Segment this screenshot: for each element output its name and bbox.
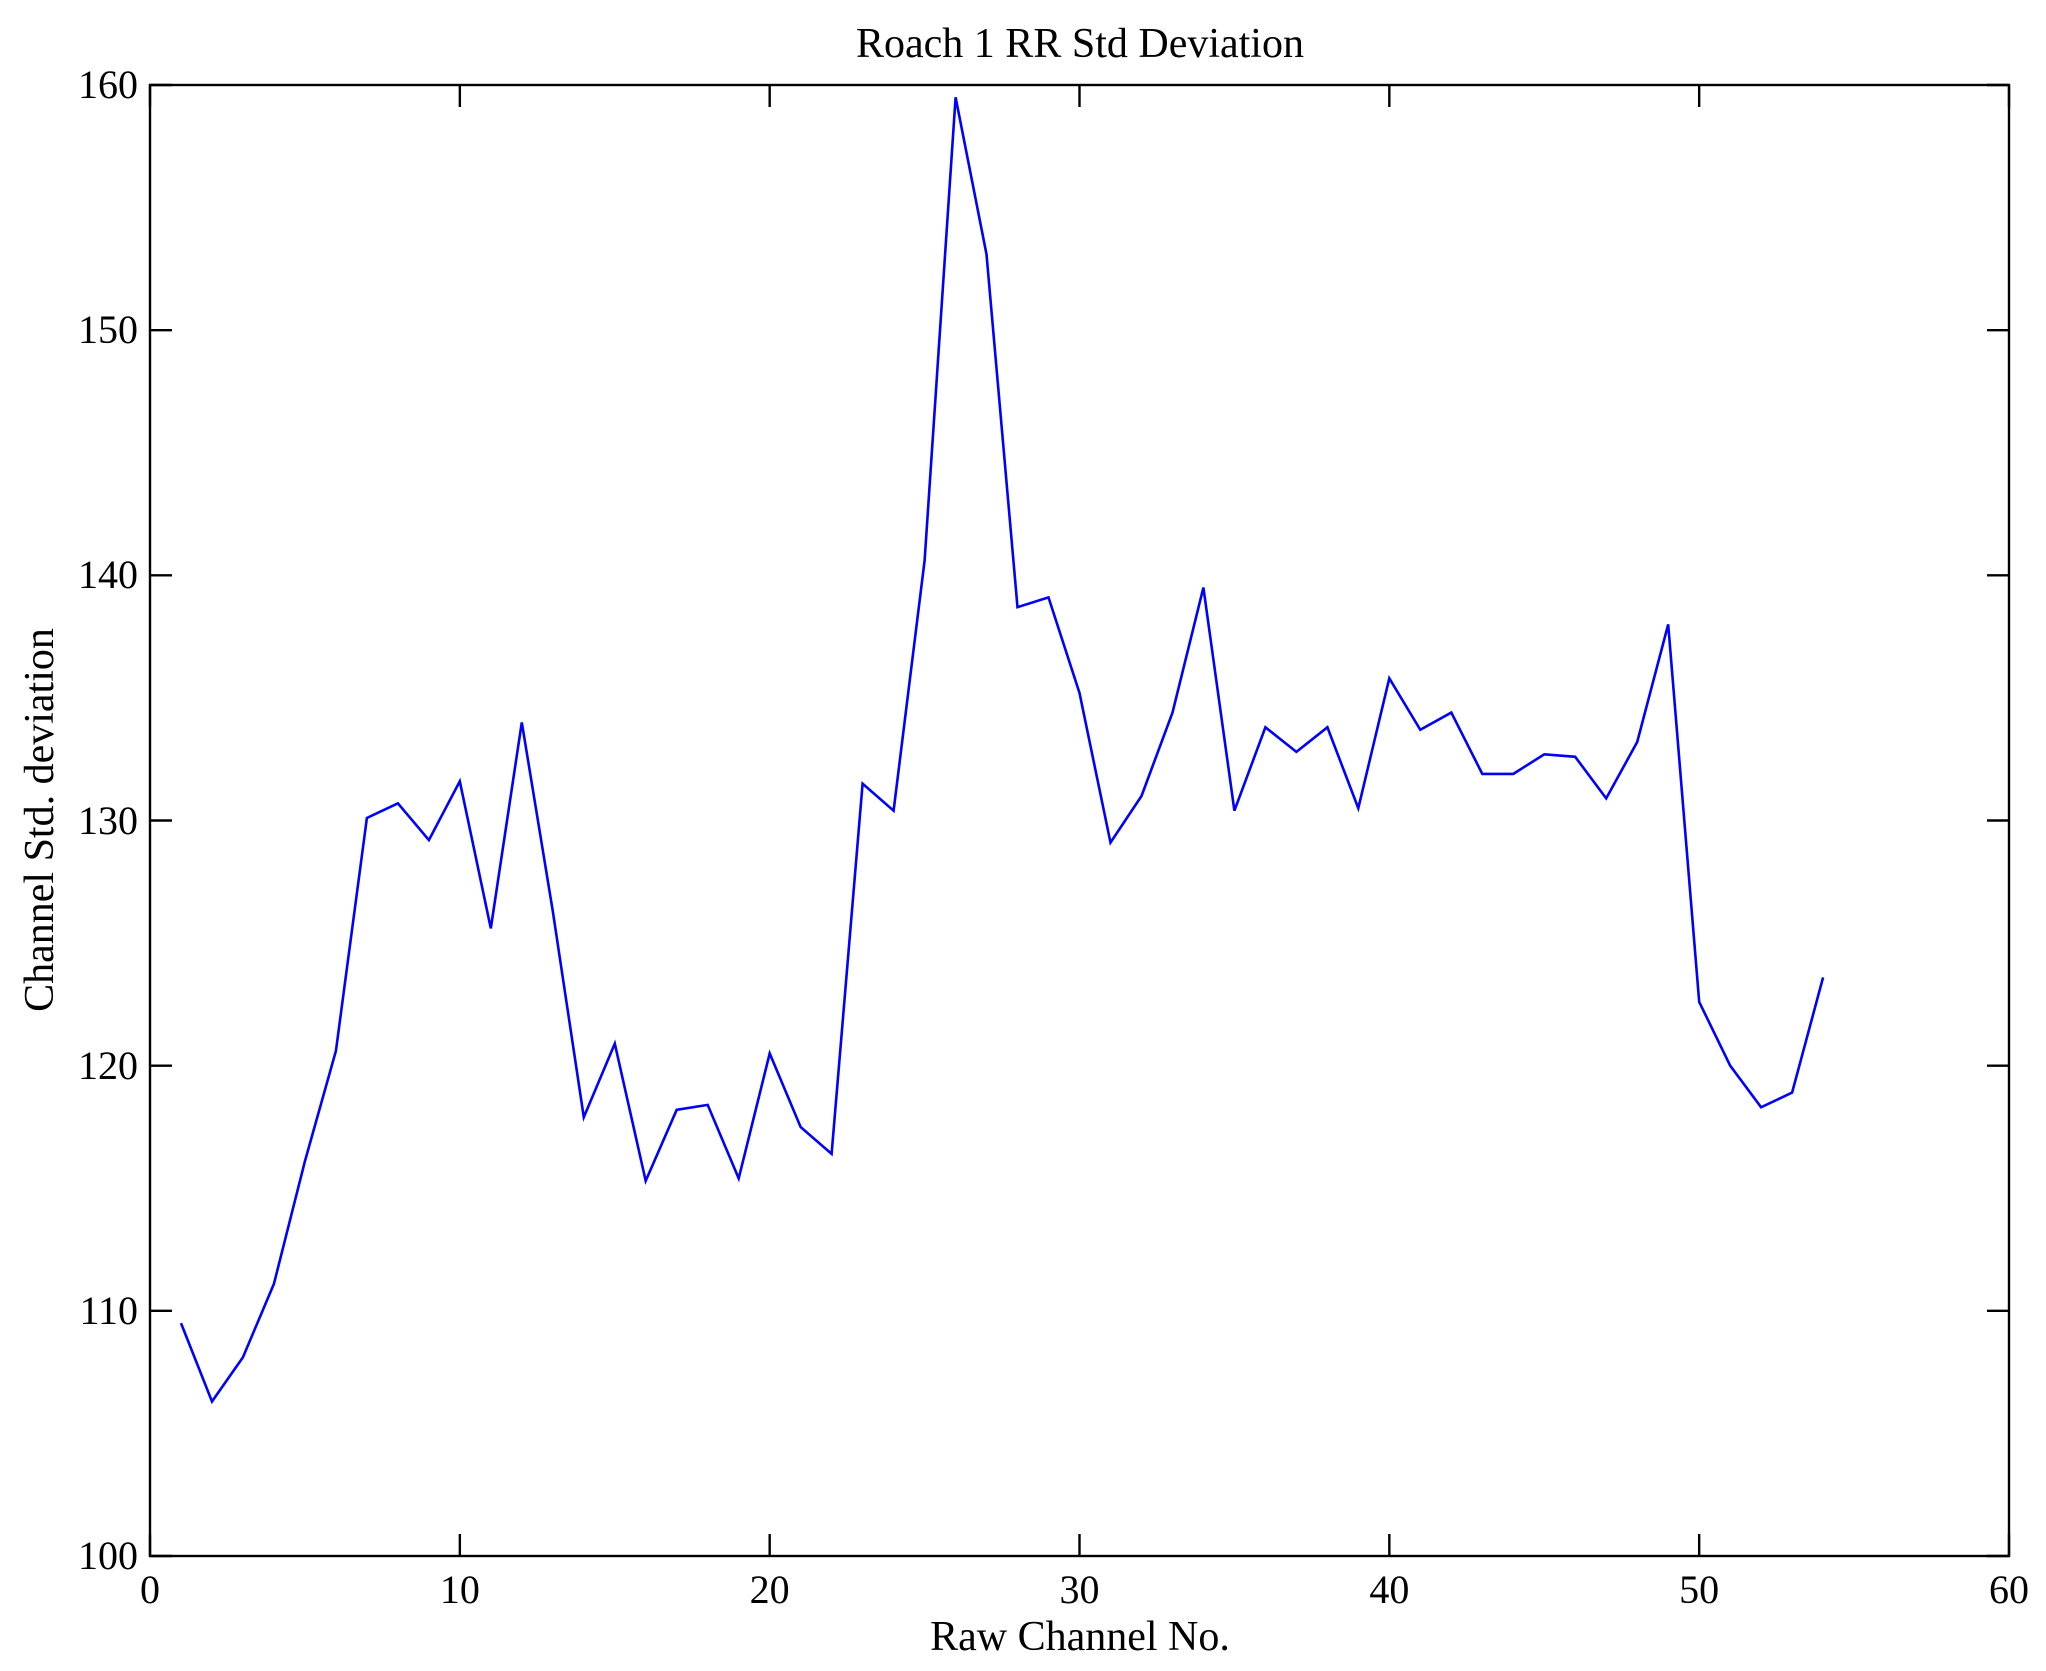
x-axis-label: Raw Channel No. (930, 1614, 1230, 1660)
data-line (179, 97, 1825, 1405)
x-tick-label: 20 (749, 1567, 790, 1612)
y-tick-label: 110 (79, 1287, 138, 1333)
chart-title: Roach 1 RR Std Deviation (856, 21, 1304, 67)
x-tick-label: 0 (140, 1567, 160, 1612)
y-tick-label: 140 (78, 552, 138, 598)
y-tick-label: 150 (78, 307, 138, 353)
y-tick-label: 130 (78, 797, 138, 843)
x-tick-label: 40 (1369, 1567, 1410, 1612)
plot-border (148, 83, 2011, 1558)
y-tick-label: 160 (78, 62, 138, 107)
y-tick-label: 100 (78, 1533, 138, 1578)
x-tick-label: 30 (1059, 1567, 1100, 1612)
x-tick-label: 60 (1989, 1567, 2029, 1612)
x-tick-label: 50 (1679, 1567, 1720, 1612)
x-tick-label: 10 (439, 1567, 480, 1612)
y-tick-label: 120 (78, 1042, 138, 1088)
